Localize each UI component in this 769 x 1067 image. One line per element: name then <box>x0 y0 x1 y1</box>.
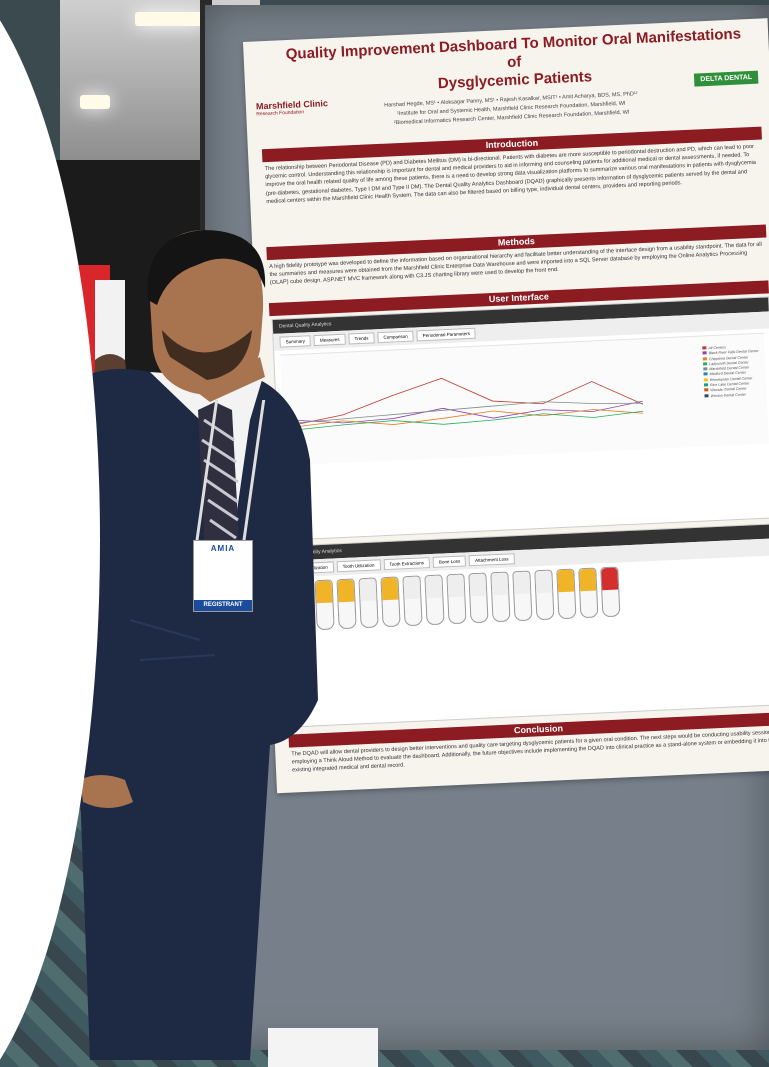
badge-role: REGISTRANT <box>194 600 252 611</box>
teeth-tab: Bone Loss <box>432 555 467 568</box>
tooth <box>578 567 599 619</box>
tooth <box>512 570 533 622</box>
tooth <box>490 571 511 623</box>
trend-lines <box>293 377 644 431</box>
teeth-tab: Attachment Loss <box>468 553 515 567</box>
teeth-tab: Tooth Utilization <box>289 561 334 575</box>
teeth-tab: Tooth Extractions <box>383 557 431 571</box>
booth-white-panel <box>95 280 125 400</box>
dashboard-tab: Comparison <box>377 330 414 344</box>
tooth <box>336 578 357 630</box>
dashboard-tab: Measures <box>313 333 346 347</box>
dashboard-screenshot-periodontal: Dental Quality Analytics Tooth Utilizati… <box>281 523 769 728</box>
trend-chart: All Centers Black River Falls Dental Cen… <box>280 332 769 466</box>
tooth <box>468 572 489 624</box>
name-badge: AMIA REGISTRANT <box>193 540 253 612</box>
dashboard-screenshot-trends: Dental Quality Analytics Summary Measure… <box>271 296 769 541</box>
dashboard-tab: Periodontal Parameters <box>416 327 477 342</box>
poster-title: Quality Improvement Dashboard To Monitor… <box>285 25 742 93</box>
tooth <box>292 580 313 632</box>
research-poster: Quality Improvement Dashboard To Monitor… <box>243 18 769 794</box>
tooth <box>402 575 423 627</box>
tooth <box>600 566 621 618</box>
ceiling-light <box>135 12 205 26</box>
dashboard-tab: Summary <box>279 335 312 348</box>
teeth-tab: Tooth Utilization <box>336 559 381 573</box>
dashboard-tab: Trends <box>348 332 375 345</box>
tooth <box>556 568 577 620</box>
tooth <box>534 569 555 621</box>
tooth <box>314 579 335 631</box>
delta-dental-logo: DELTA DENTAL <box>694 70 759 87</box>
marshfield-logo: Marshfield Clinic Research Foundation <box>255 98 329 118</box>
ceiling-light <box>80 95 110 109</box>
tooth <box>358 577 379 629</box>
tooth <box>424 574 445 626</box>
badge-org: AMIA <box>210 544 236 553</box>
tooth <box>380 576 401 628</box>
floor-paper <box>268 1028 378 1067</box>
chart-legend: All Centers Black River Falls Dental Cen… <box>702 344 760 399</box>
tooth <box>446 573 467 625</box>
